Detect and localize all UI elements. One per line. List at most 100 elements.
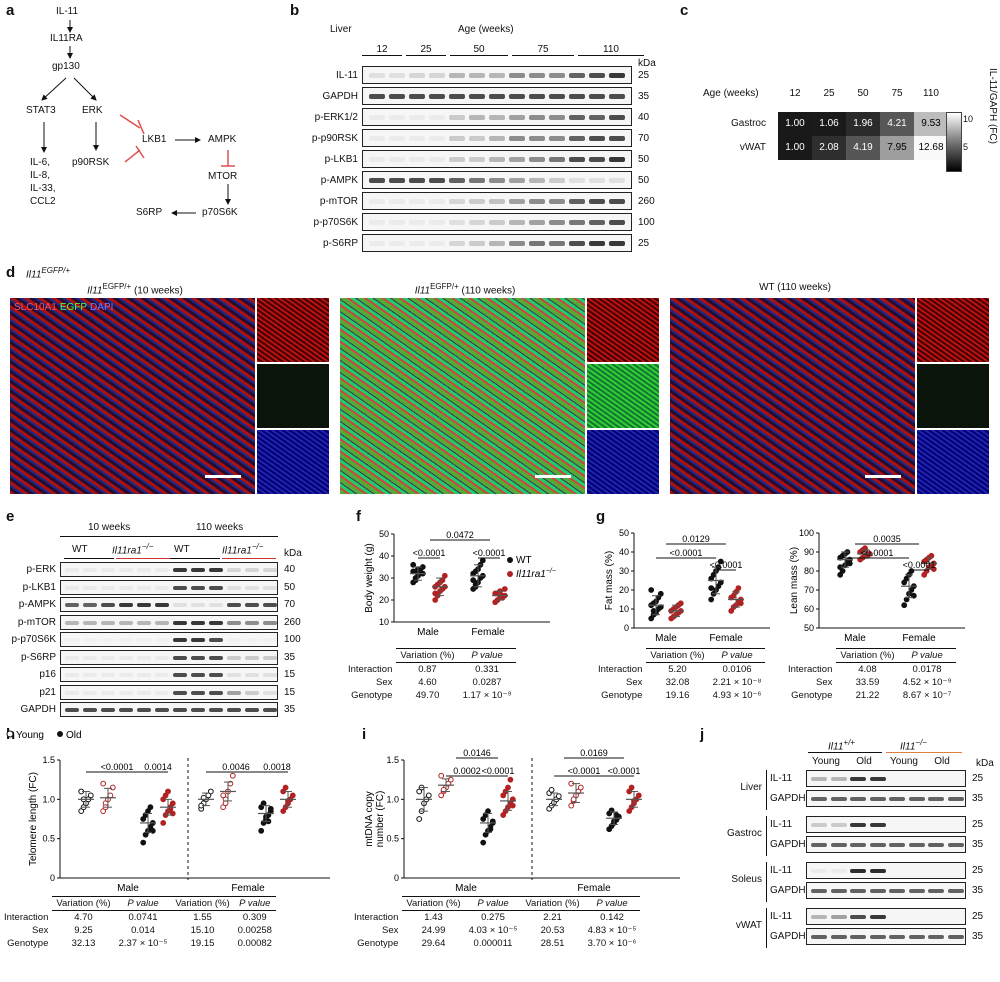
- blot-band: [609, 157, 625, 162]
- blot-band: [569, 241, 585, 246]
- blot-band: [429, 241, 445, 246]
- j-ko-sup: −/−: [915, 738, 927, 747]
- blot-band: [245, 585, 259, 590]
- blot-band: [489, 115, 505, 120]
- blot-band: [65, 655, 79, 660]
- blot-b-age-title: Age (weeks): [458, 24, 514, 35]
- blot-j: Il11+/+ Il11−/− Young Old Young Old kDa Liver IL…: [700, 738, 1000, 978]
- channel-green: [587, 364, 659, 428]
- legend-legend_red: SLC10A1: [14, 302, 57, 313]
- j-ko-gene: Il11: [900, 741, 916, 753]
- blot-band: [489, 94, 505, 99]
- sig-label: 0.0129: [682, 534, 710, 544]
- blot-band: [369, 136, 385, 141]
- sig-label: 0.0002: [453, 766, 481, 776]
- data-point: [507, 776, 514, 783]
- blot-band: [209, 585, 223, 590]
- blot-row-label: p-mTOR: [319, 196, 358, 207]
- blot-band: [245, 568, 259, 572]
- heatmap-age: 50: [857, 88, 869, 99]
- heatmap-cell: 4.21: [880, 112, 914, 136]
- legend-wt-dot: [507, 557, 513, 563]
- blot-band: [469, 241, 485, 246]
- micro-title: Il11EGFP/+ (10 weeks): [10, 282, 260, 296]
- data-point: [901, 602, 908, 609]
- panel-label-b: b: [290, 2, 300, 19]
- data-point: [903, 596, 910, 603]
- pathway-diagram: [41, 20, 235, 216]
- blot-kda: 40: [284, 564, 296, 575]
- blot-band: [908, 889, 925, 893]
- data-point: [648, 587, 655, 593]
- blot-band: [449, 94, 465, 99]
- stats-cell: Interaction: [4, 911, 49, 923]
- sig-label: <0.0001: [710, 560, 743, 570]
- blot-band: [429, 136, 445, 141]
- data-point: [425, 792, 432, 799]
- j-tissue-label: vWAT: [735, 920, 762, 931]
- blot-band: [173, 673, 187, 677]
- x-category: Female: [902, 633, 936, 644]
- blot-band: [101, 620, 115, 625]
- blot-band: [227, 690, 241, 695]
- stats-cell: 0.331: [475, 664, 499, 675]
- blot-band: [589, 241, 605, 246]
- blot-band: [191, 673, 205, 677]
- j-tissue-label: Soleus: [731, 874, 762, 885]
- blot-band: [889, 935, 905, 939]
- x-category: Female: [709, 633, 743, 644]
- blot-band: [449, 73, 465, 78]
- blot-band: [549, 136, 565, 141]
- x-category: Female: [471, 627, 505, 638]
- heatmap-row-label: vWAT: [739, 142, 766, 153]
- blot-e: 10 weeks 110 weeks WT WT Il11ra1−/− Il11ra1−/…: [0, 518, 320, 717]
- blot-band: [101, 655, 115, 660]
- data-point: [677, 600, 684, 607]
- blot-band: [811, 915, 827, 919]
- age-label: 110: [578, 44, 644, 56]
- blot-band: [263, 690, 277, 695]
- stats-cell: 20.53: [540, 925, 565, 936]
- node-erk: ERK: [82, 105, 103, 116]
- blot-band: [65, 603, 79, 607]
- data-point: [650, 608, 657, 614]
- blot-band: [811, 843, 827, 847]
- y-axis-label: Lean mass (%): [789, 547, 800, 614]
- blot-band: [869, 777, 886, 781]
- blot-row-label: IL-11: [335, 70, 358, 81]
- blot-band: [529, 73, 545, 78]
- blot-band: [509, 157, 525, 162]
- blot-band: [529, 220, 545, 225]
- blot-band: [529, 94, 545, 99]
- blot-band: [227, 620, 241, 625]
- blot-band: [227, 638, 241, 642]
- blot-band: [101, 638, 115, 642]
- j-tissue-bracket: [766, 770, 767, 810]
- panel-label-a: a: [6, 2, 15, 19]
- blot-band: [869, 823, 886, 827]
- stats-cell: 32.08: [665, 677, 690, 688]
- stats-cell: 2.37 × 10⁻⁵: [118, 938, 168, 949]
- stats-cell: 0.0741: [128, 912, 158, 923]
- stats-g1: Variation (%) P value Interaction 5.20 0.010…: [594, 648, 766, 702]
- blot-band: [191, 568, 205, 572]
- colorbar-tick-5: 5: [963, 142, 969, 152]
- blot-band: [449, 241, 465, 246]
- blot-band: [65, 620, 79, 625]
- blot-band: [155, 568, 169, 572]
- blot-band: [389, 136, 405, 141]
- blot-band: [65, 673, 79, 677]
- blot-band: [429, 73, 445, 78]
- blot-band: [369, 157, 385, 162]
- blot-band: [569, 220, 585, 225]
- sig-label: <0.0001: [608, 766, 641, 776]
- stats-header: Variation (%): [836, 648, 899, 663]
- stats-header: P value: [233, 896, 276, 911]
- ko-sup: −/−: [141, 542, 154, 551]
- blot-band: [889, 797, 905, 801]
- blot-band: [209, 638, 223, 642]
- blot-band: [83, 655, 97, 660]
- blot-band: [101, 690, 115, 695]
- heatmap-c: 12 25 50 75 110 Gastroc 1.00 1.06 1.96 4.21 9.53 vW…: [700, 84, 948, 174]
- data-point: [717, 558, 724, 565]
